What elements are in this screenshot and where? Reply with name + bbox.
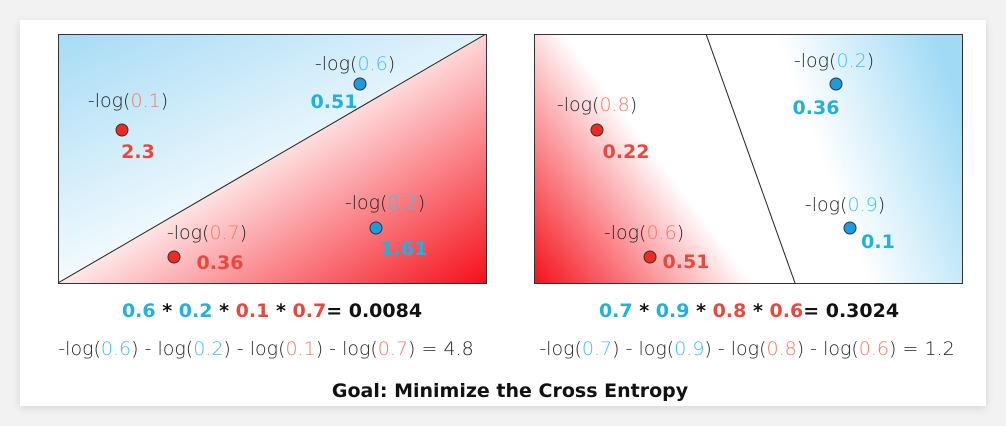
point-value: 0.1 [861, 231, 895, 253]
point-label: -log(0.6) [314, 53, 396, 75]
point-value: 0.22 [602, 141, 650, 163]
left-classification-panel [58, 34, 487, 284]
point-value: 2.3 [121, 141, 155, 163]
left-cross-entropy-equation: -log(0.6) - log(0.2) - log(0.1) - log(0.… [58, 338, 474, 360]
point-value: 0.36 [792, 97, 840, 119]
left-product-equation: 0.6 * 0.2 * 0.1 * 0.7= 0.0084 [121, 300, 423, 322]
blue-point [843, 221, 857, 235]
decision-boundary [58, 34, 487, 284]
point-label: -log(0.7) [166, 222, 248, 244]
right-product-equation: 0.7 * 0.9 * 0.8 * 0.6= 0.3024 [598, 300, 900, 322]
red-point [167, 250, 181, 264]
red-point [115, 123, 129, 137]
right-classification-panel [534, 34, 963, 284]
decision-boundary [705, 34, 796, 284]
blue-point [353, 77, 367, 91]
blue-point [369, 221, 383, 235]
red-region [534, 34, 795, 283]
point-value: 0.51 [662, 251, 710, 273]
blue-point [829, 77, 843, 91]
point-label: -log(0.1) [87, 90, 169, 112]
point-value: 0.51 [310, 91, 358, 113]
goal-caption: Goal: Minimize the Cross Entropy [331, 380, 689, 402]
red-point [643, 250, 657, 264]
blue-region [706, 34, 962, 283]
point-value: 1.61 [380, 238, 428, 260]
point-label: -log(0.2) [793, 50, 875, 72]
point-label: -log(0.2) [344, 192, 426, 214]
point-label: -log(0.6) [603, 222, 685, 244]
right-cross-entropy-equation: -log(0.7) - log(0.9) - log(0.8) - log(0.… [539, 338, 955, 360]
point-label: -log(0.8) [556, 94, 638, 116]
point-value: 0.36 [196, 252, 244, 274]
red-point [590, 123, 604, 137]
point-label: -log(0.9) [804, 194, 886, 216]
